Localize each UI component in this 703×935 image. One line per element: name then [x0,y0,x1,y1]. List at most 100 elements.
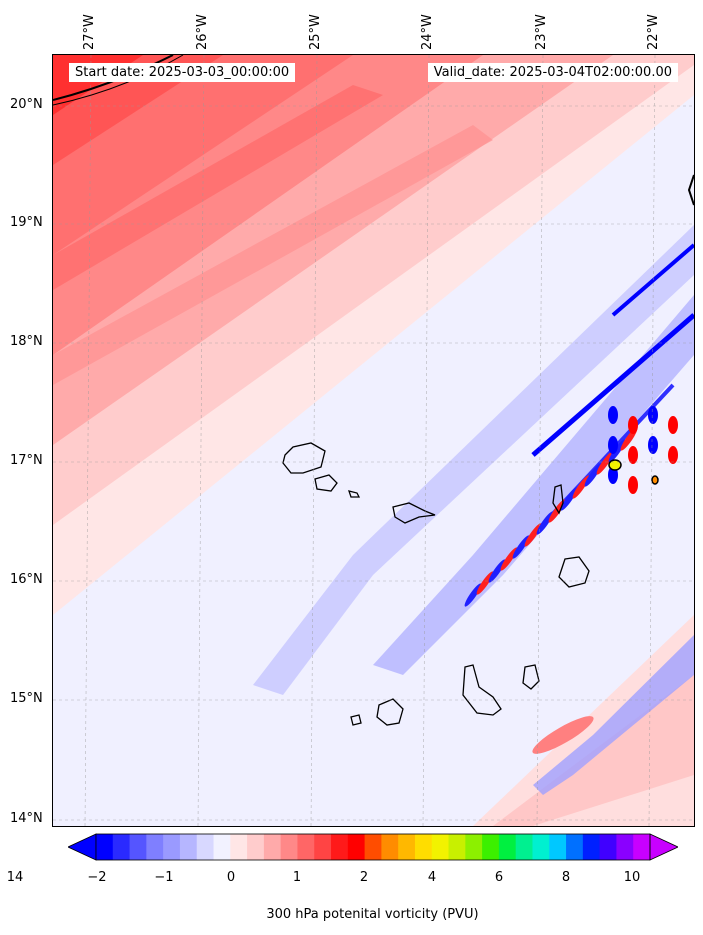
wave-blob [608,439,626,463]
colorbar-swatch [465,834,483,860]
colorbar-swatch [414,834,433,860]
colorbar-swatch [582,834,601,860]
colorbar-swatch [549,834,567,860]
colorbar-swatch [347,834,366,860]
latitude-label: 19°N [10,215,43,230]
colorbar-swatch [331,834,349,860]
colorbar-swatch [532,834,550,860]
colorbar-tick-label: 14 [6,870,24,885]
wave-blob [608,436,618,454]
meridian-line [197,55,205,826]
colorbar-tick-label: 2 [359,870,369,885]
wave-blob [500,547,518,571]
pv-streak-1 [53,85,383,290]
meridian-line [648,55,656,826]
latitude-label: 20°N [10,97,43,112]
wave-blob [668,416,678,434]
colorbar-swatch [599,834,617,860]
colorbar-swatch [297,834,315,860]
colorbar-swatch [515,834,533,860]
colorbar-swatch [263,834,282,860]
colorbar-tick-label: 0 [226,870,236,885]
pv-yellow-2 [651,475,659,485]
pv-contour-east [687,174,694,206]
island-boa-vista [558,556,590,588]
colorbar-swatch [448,834,466,860]
colorbar-swatch [498,834,517,860]
pv-strip-1 [531,313,694,457]
wave-blob [608,406,618,424]
wave-blob [560,487,578,511]
wave-blob [476,571,494,595]
wave-blob [628,476,638,494]
longitude-label: 23°W [534,14,549,50]
wave-blob [628,416,638,434]
island-santiago [462,664,502,716]
wave-blob [648,436,658,454]
colorbar-tick-label: 6 [494,870,504,885]
potential-vorticity-map [53,55,694,826]
wave-blob [584,463,602,487]
pv-yellow-1 [608,459,622,471]
colorbar-swatch [213,834,231,860]
longitude-label: 22°W [646,14,661,50]
colorbar-tick-label: 1 [292,870,302,885]
colorbar-extend-low [67,833,97,861]
pv-contour-nw-2 [53,55,184,106]
island-sao-nicolau [392,502,436,524]
colorbar-swatch [146,834,164,860]
pv-neg-band [253,225,694,695]
wave-blob [548,499,566,523]
colorbar-swatch [381,834,399,860]
meridian-line [422,55,430,826]
wave-blob [464,583,482,607]
wave-blob [628,446,638,464]
longitude-label: 27°W [82,14,97,50]
colorbar-swatch [230,834,248,860]
colorbar-extend-high [649,833,679,861]
longitude-label: 26°W [195,14,210,50]
pv-max-se [532,716,594,754]
colorbar-swatch [247,834,265,860]
island-sao-vicente [314,474,338,492]
wave-blob [668,446,678,464]
pv-streak-2 [53,125,493,385]
colorbar-swatch [112,834,131,860]
colorbar-swatch [280,834,298,860]
map-panel: Start date: 2025-03-03_00:00:00 Valid_da… [52,54,695,827]
colorbar-swatch [163,834,181,860]
latitude-label: 16°N [10,572,43,587]
wave-blob [648,406,658,424]
wave-blob [596,451,614,475]
colorbar-swatch [566,834,584,860]
meridian-line [536,55,544,826]
colorbar-swatch [616,834,634,860]
island-santo-antao [282,442,326,474]
meridian-line [84,55,92,826]
wave-blob [488,559,506,583]
colorbar-tick-label: 10 [623,870,641,885]
wave-blob [524,523,542,547]
latitude-label: 14°N [10,811,43,826]
longitude-label: 25°W [308,14,323,50]
island-sal [552,484,564,515]
wave-train [464,406,678,607]
meridian-line [310,55,318,826]
start-date-label: Start date: 2025-03-03_00:00:00 [69,63,296,82]
colorbar-swatch [96,834,114,860]
latitude-label: 18°N [10,334,43,349]
wave-blob [512,535,530,559]
colorbar-swatch [431,834,450,860]
island-maio [522,664,540,690]
colorbar-tick-label: −2 [87,870,107,885]
pv-strip-2 [611,243,694,317]
colorbar-swatch [314,834,332,860]
longitude-label: 24°W [420,14,435,50]
wave-blob [572,475,590,499]
colorbar-title: 300 hPa potenital vorticity (PVU) [266,907,479,922]
colorbar-swatch [179,834,198,860]
valid-date-label: Valid_date: 2025-03-04T02:00:00.00 [427,63,678,82]
pv-neg-band-3 [533,635,694,795]
colorbar-swatch [482,834,500,860]
island-brava [350,714,362,726]
